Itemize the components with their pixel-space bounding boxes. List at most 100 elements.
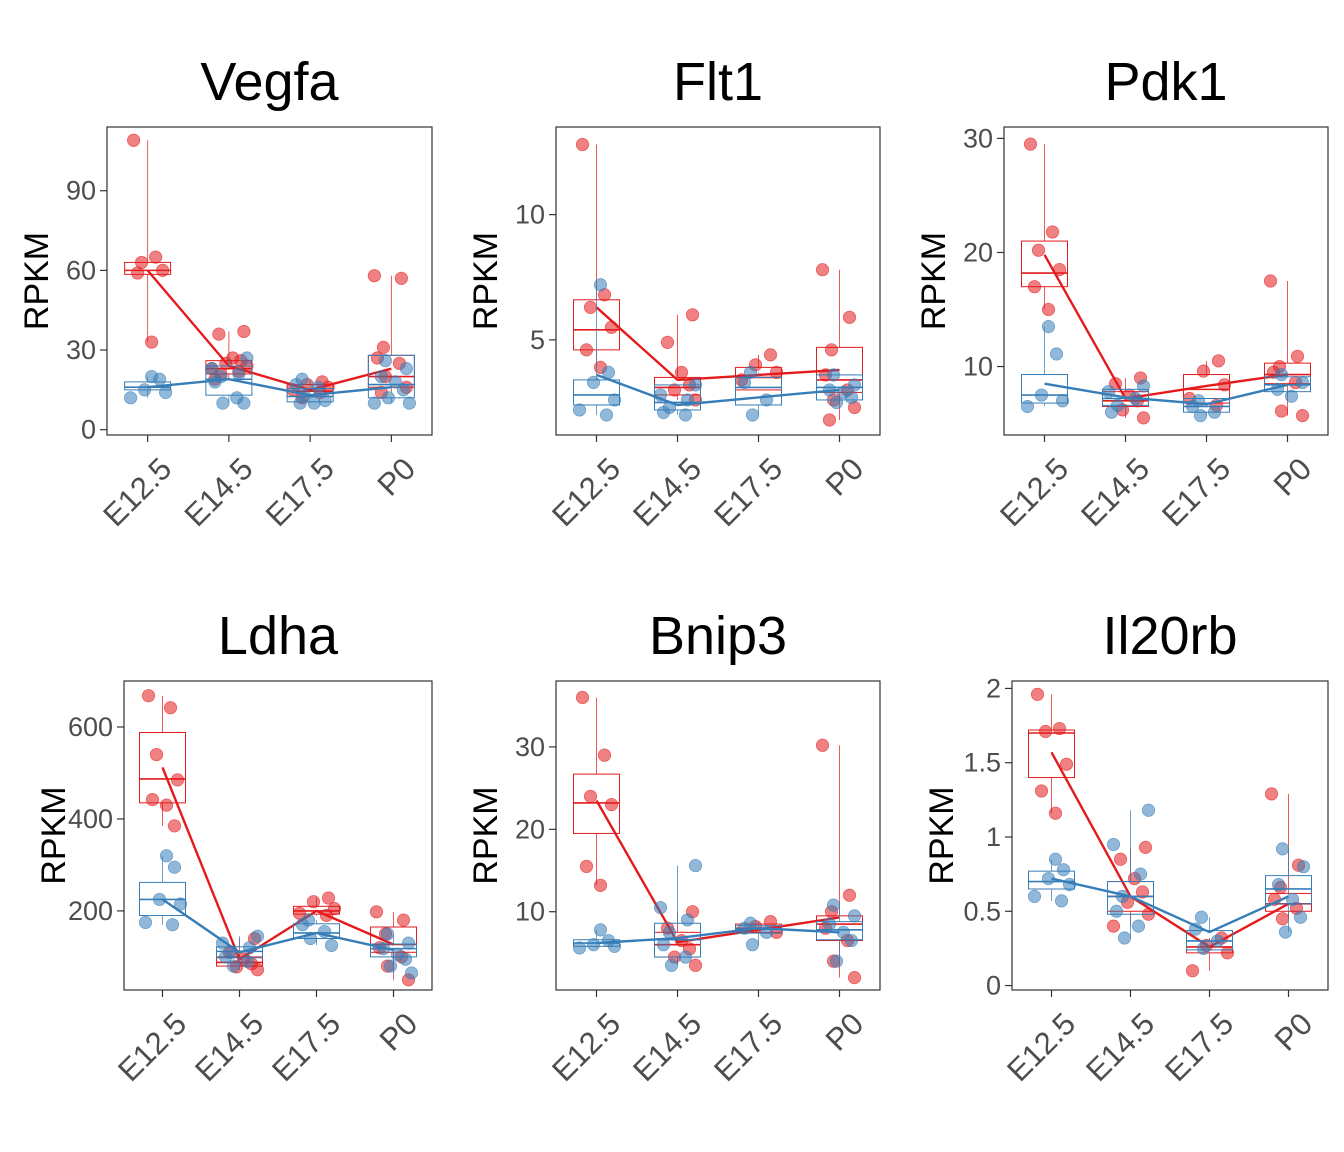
data-point-red bbox=[1138, 840, 1153, 854]
y-tick-label: 60 bbox=[66, 255, 96, 285]
data-point-red bbox=[149, 250, 163, 264]
x-tick-label: E12.5 bbox=[1000, 1006, 1082, 1088]
data-point-blue bbox=[1056, 863, 1071, 877]
data-point-blue bbox=[124, 391, 138, 405]
data-point-red bbox=[597, 748, 612, 762]
data-point-red bbox=[1196, 364, 1211, 378]
data-point-blue bbox=[1285, 892, 1300, 906]
data-point-blue bbox=[216, 396, 230, 410]
y-axis-label: RPKM bbox=[18, 232, 56, 330]
data-point-blue bbox=[572, 403, 587, 417]
data-point-blue bbox=[1020, 399, 1035, 414]
plot-frame bbox=[555, 680, 881, 991]
data-point-blue bbox=[240, 954, 255, 969]
data-point-blue bbox=[324, 938, 339, 952]
data-point-blue bbox=[226, 959, 241, 973]
data-point-blue bbox=[745, 408, 760, 422]
data-point-blue bbox=[653, 900, 668, 915]
x-tick-label: E12.5 bbox=[111, 1006, 193, 1088]
data-point-blue bbox=[656, 405, 671, 420]
data-point-red bbox=[763, 348, 778, 362]
x-tick-label: E12.5 bbox=[96, 451, 178, 533]
data-point-blue bbox=[240, 351, 254, 365]
data-point-blue bbox=[586, 938, 601, 952]
data-point-red bbox=[145, 793, 160, 807]
x-tick-label: E17.5 bbox=[259, 451, 341, 533]
data-point-blue bbox=[607, 393, 622, 407]
box-blue bbox=[1028, 870, 1075, 890]
data-point-blue bbox=[153, 372, 167, 386]
x-tick-label: E14.5 bbox=[188, 1006, 270, 1088]
x-tick-label: P0 bbox=[1267, 451, 1319, 503]
data-point-blue bbox=[293, 396, 307, 410]
plot-frame bbox=[1003, 126, 1329, 436]
data-point-blue bbox=[295, 918, 310, 932]
data-point-blue bbox=[1271, 877, 1286, 892]
data-point-red bbox=[815, 738, 830, 752]
data-point-red bbox=[593, 878, 608, 892]
x-tick-label: E14.5 bbox=[1074, 451, 1156, 533]
data-point-red bbox=[396, 913, 411, 927]
data-point-red bbox=[376, 340, 390, 354]
data-point-red bbox=[131, 266, 145, 280]
data-point-red bbox=[1045, 225, 1060, 239]
x-tick-label: E17.5 bbox=[707, 451, 789, 533]
chart-title: Vegfa bbox=[200, 52, 339, 112]
data-point-red bbox=[1274, 404, 1289, 418]
data-point-red bbox=[1059, 757, 1074, 771]
data-point-red bbox=[660, 335, 675, 349]
data-point-blue bbox=[1041, 320, 1056, 334]
data-point-blue bbox=[1133, 867, 1148, 881]
data-point-red bbox=[1113, 852, 1128, 866]
data-point-blue bbox=[1210, 934, 1225, 948]
plot-frame bbox=[123, 680, 433, 991]
data-point-red bbox=[575, 690, 590, 705]
data-point-blue bbox=[1275, 842, 1290, 856]
data-point-blue bbox=[847, 909, 862, 923]
data-point-blue bbox=[1131, 919, 1146, 933]
data-point-blue bbox=[1054, 894, 1069, 908]
data-point-red bbox=[394, 271, 408, 285]
data-point-red bbox=[1034, 784, 1049, 798]
data-point-red bbox=[1052, 721, 1067, 736]
data-point-blue bbox=[680, 913, 695, 927]
data-point-blue bbox=[307, 396, 321, 410]
data-point-red bbox=[212, 327, 226, 341]
y-axis-label: RPKM bbox=[923, 786, 961, 884]
y-axis-label: RPKM bbox=[467, 232, 505, 330]
chart-title: Flt1 bbox=[673, 52, 763, 112]
data-point-blue bbox=[401, 936, 416, 950]
data-point-red bbox=[1136, 411, 1151, 425]
data-point-blue bbox=[572, 941, 587, 955]
data-point-blue bbox=[829, 395, 844, 410]
data-point-blue bbox=[1296, 860, 1311, 874]
data-point-blue bbox=[399, 362, 413, 376]
data-point-blue bbox=[381, 391, 395, 405]
y-tick-label: 400 bbox=[68, 804, 113, 834]
data-point-blue bbox=[593, 278, 608, 292]
data-point-blue bbox=[1048, 852, 1063, 866]
data-point-blue bbox=[152, 892, 167, 907]
data-point-red bbox=[306, 895, 321, 909]
data-point-red bbox=[822, 413, 837, 427]
data-point-blue bbox=[215, 936, 230, 950]
chart-title: Pdk1 bbox=[1104, 52, 1227, 112]
y-axis-label: RPKM bbox=[35, 786, 73, 884]
data-point-red bbox=[583, 300, 598, 314]
data-point-blue bbox=[167, 860, 182, 874]
data-point-red bbox=[604, 320, 619, 334]
x-tick-label: E12.5 bbox=[545, 1006, 627, 1088]
data-point-blue bbox=[1274, 367, 1289, 382]
data-point-red bbox=[367, 269, 381, 283]
data-point-red bbox=[824, 343, 839, 357]
data-point-blue bbox=[237, 396, 251, 410]
data-point-blue bbox=[1141, 803, 1156, 817]
y-tick-label: 0.5 bbox=[963, 896, 1001, 926]
data-point-red bbox=[1030, 687, 1045, 701]
chart-title: Ldha bbox=[218, 606, 339, 666]
data-point-blue bbox=[1106, 837, 1121, 852]
y-tick-label: 0 bbox=[986, 971, 1001, 1001]
data-point-red bbox=[604, 797, 619, 812]
data-point-blue bbox=[289, 377, 303, 392]
data-point-red bbox=[1211, 354, 1226, 368]
